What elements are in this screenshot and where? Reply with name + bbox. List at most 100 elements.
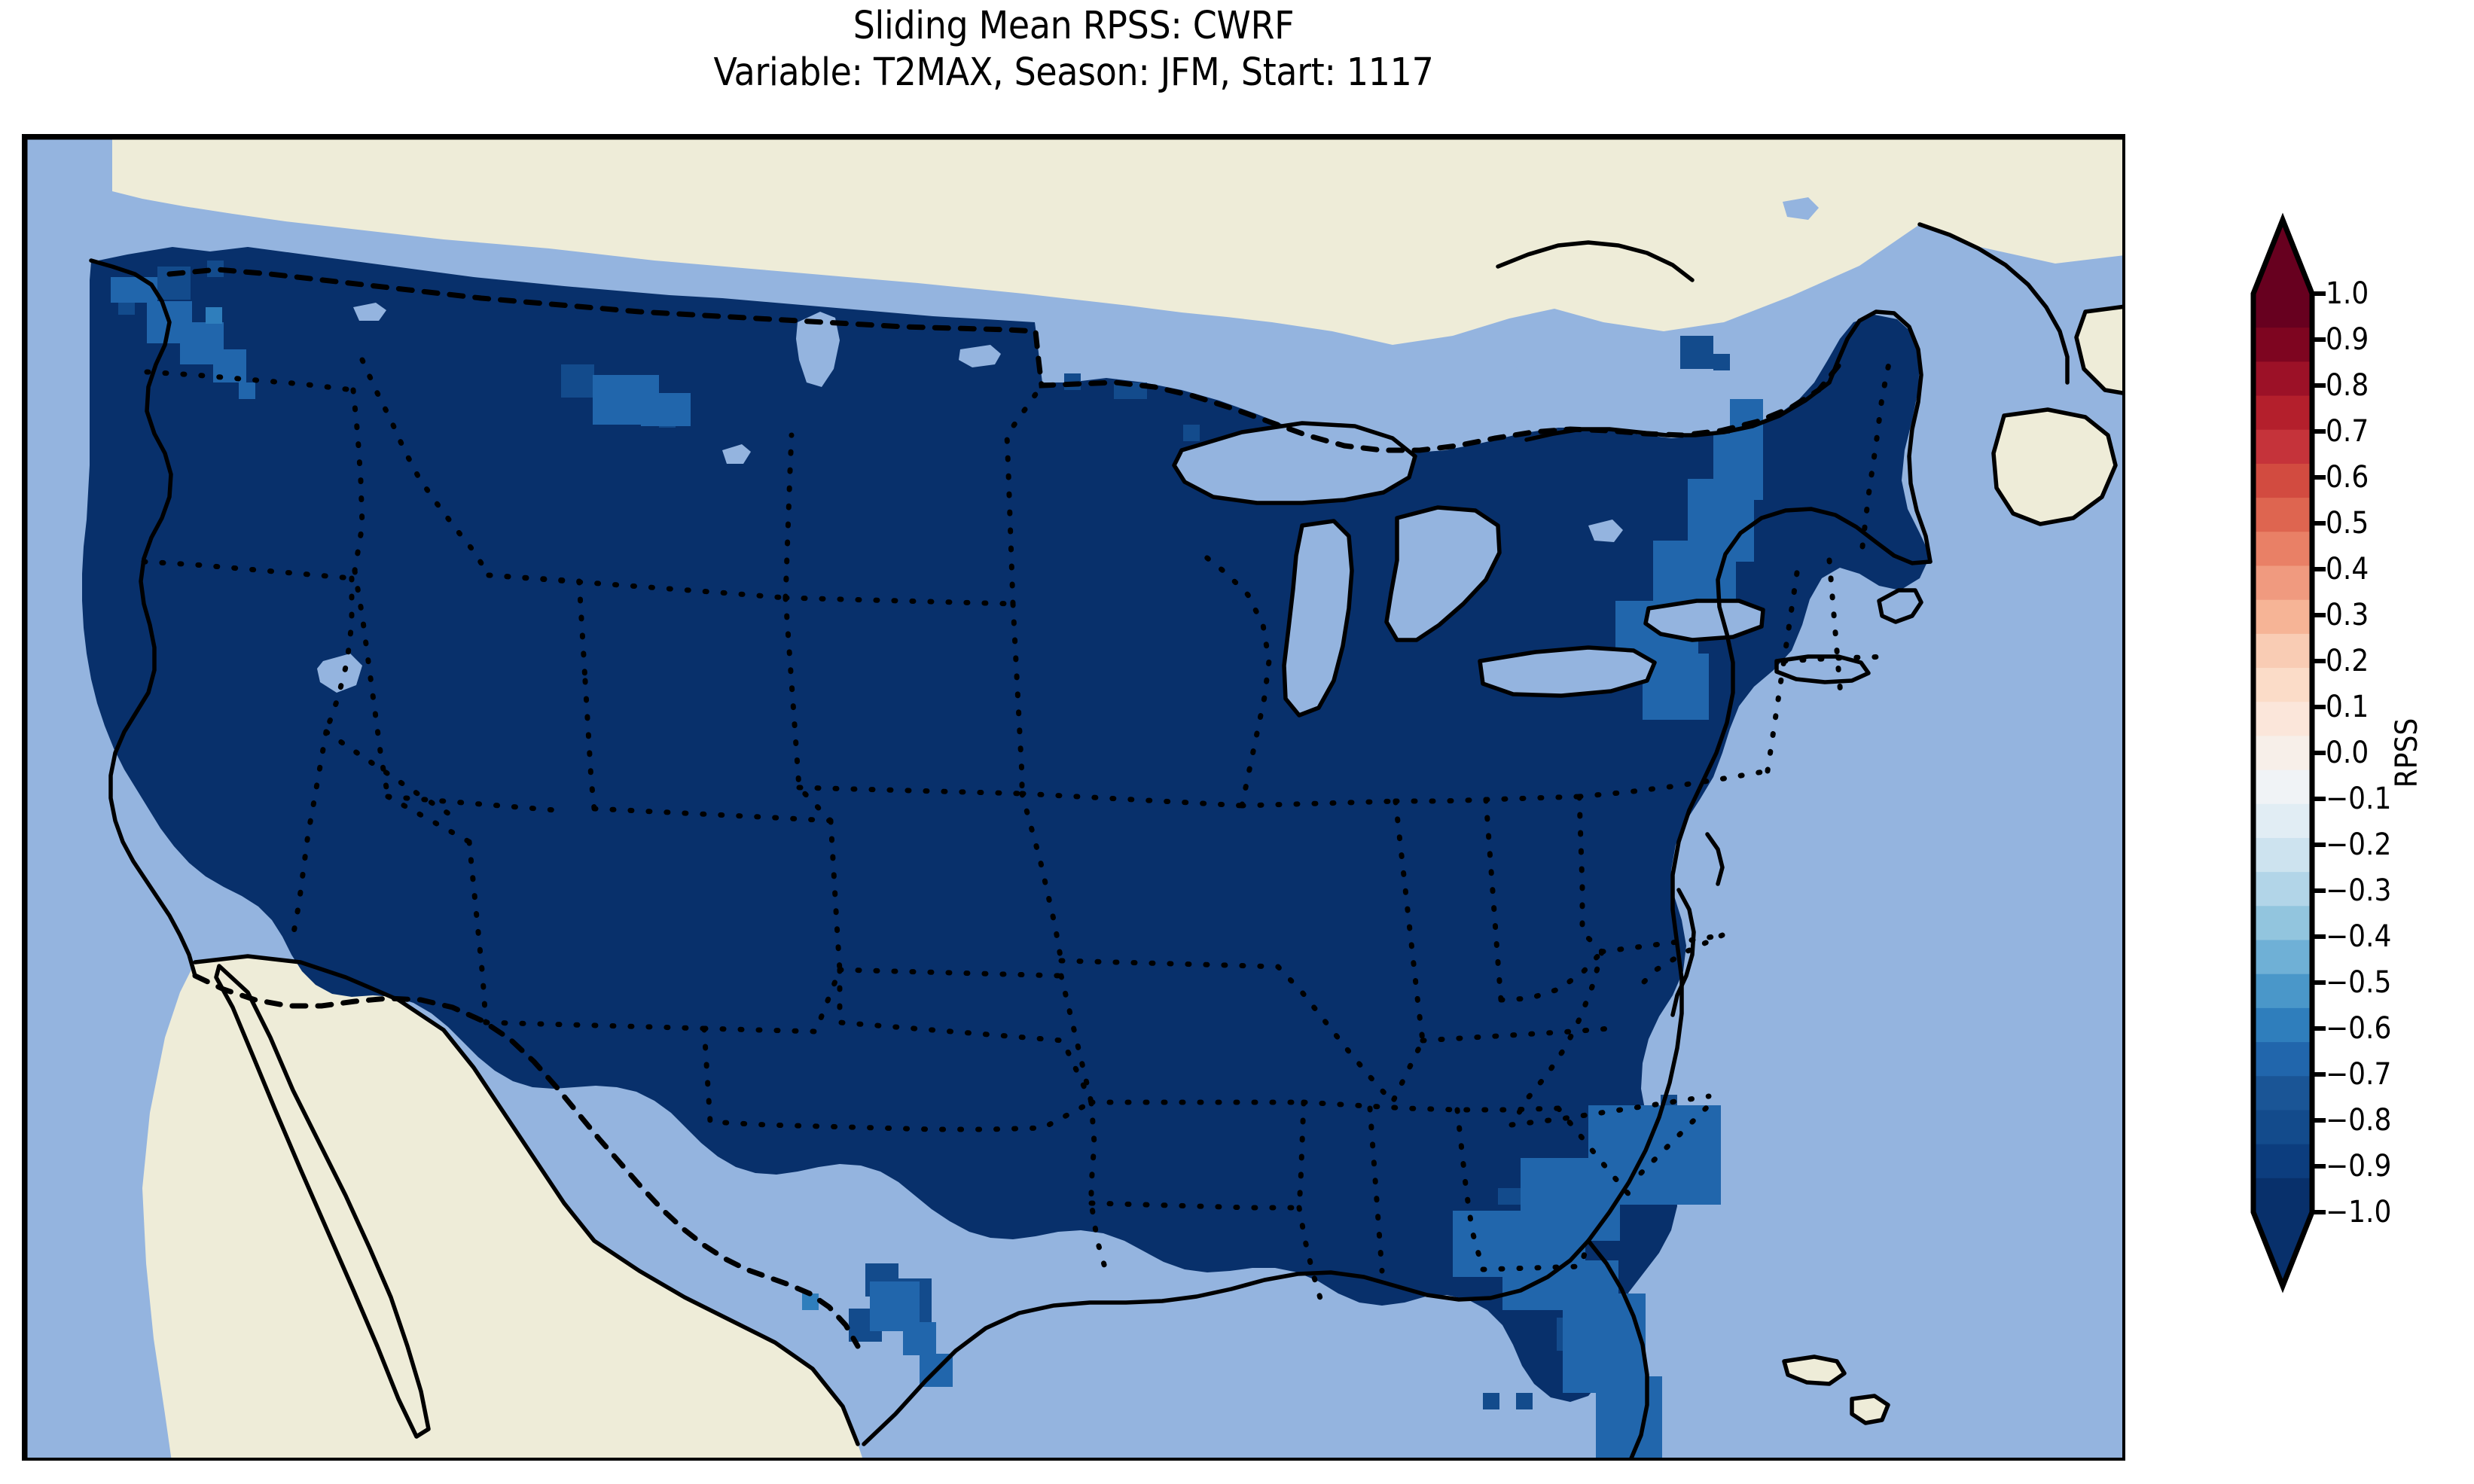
small-lake-b	[722, 444, 751, 464]
lake-michigan	[1284, 521, 1352, 715]
colorbar-tick-label: 0.7	[2326, 414, 2369, 449]
coastline-layer	[89, 222, 2122, 1458]
mexico-landmass	[142, 956, 862, 1458]
colorbar-tick-label: 0.1	[2326, 690, 2369, 724]
colorbar-tick-labels: 1.0 0.9 0.8 0.7 0.6 0.5 0.4 0.3 0.2 0.1 0.0 −0.1 −0.…	[2253, 218, 2474, 1287]
chesapeake-bay	[1670, 888, 1696, 1017]
nh-me-border	[1859, 357, 1893, 550]
mi-in-oh-border	[1393, 794, 1582, 804]
colorbar-swatch	[2253, 872, 2312, 907]
west-coast	[89, 258, 197, 978]
great-lakes-outline	[1172, 421, 1765, 718]
us-mexico-border	[192, 973, 861, 1349]
sd-mn-border	[1010, 601, 1025, 797]
ks-ok-border	[837, 967, 1094, 1105]
colorbar-tick-label: 0.5	[2326, 506, 2369, 541]
land-nodata-layer	[112, 137, 2122, 1458]
ks-mo-border	[1058, 973, 1094, 1105]
colorbar-tick-label: 0.9	[2326, 322, 2369, 357]
lake-erie	[1480, 648, 1655, 696]
colorbar-swatch	[2253, 1178, 2312, 1213]
oh-wv-border	[1498, 949, 1605, 1003]
ca-az-border	[290, 729, 329, 940]
great-salt-lake	[317, 654, 362, 693]
colorbar-swatch	[2253, 1007, 2312, 1043]
tx-la-border	[1088, 1099, 1109, 1275]
ia-mo-border	[1058, 958, 1281, 970]
oh-pa-border	[1576, 794, 1605, 955]
pa-ny-border	[1576, 768, 1771, 800]
colorbar-tick-label: 0.2	[2326, 644, 2369, 678]
title-line-2: Variable: T2MAX, Season: JFM, Start: 111…	[713, 50, 1434, 95]
newfoundland-outline	[2074, 304, 2122, 395]
great-lakes-layer	[317, 197, 1819, 715]
gulf-coast	[862, 1239, 1591, 1446]
ut-wy-border	[576, 578, 588, 684]
colorbar-swatch	[2253, 702, 2312, 737]
colorbar-tick-label: −0.2	[2326, 827, 2392, 862]
canada-east-coast	[1917, 222, 2070, 385]
nc-sc-border	[1638, 1102, 1712, 1176]
colorbar-swatch	[2253, 395, 2312, 431]
colorbar[interactable]	[2250, 212, 2326, 1294]
ne-ia-border	[1019, 791, 1064, 964]
colorbar-tick-label: −0.1	[2326, 782, 2392, 816]
colorbar-tick-label: −0.3	[2326, 873, 2392, 908]
small-lake-e	[1783, 197, 1819, 220]
nv-ut-border	[352, 568, 391, 800]
or-ca-border	[141, 559, 355, 581]
colorbar-swatch	[2253, 532, 2312, 567]
delaware-bay	[1705, 832, 1725, 886]
wy-co-border	[591, 806, 834, 824]
small-lake-c	[1513, 354, 1545, 375]
cape-cod	[1877, 588, 1923, 624]
ma-ct-ri-border	[1781, 654, 1893, 664]
international-borders	[166, 267, 1841, 1349]
colorbar-tick-label: −1.0	[2326, 1195, 2392, 1230]
colorbar-swatch	[2253, 837, 2312, 873]
colorbar-tick-label: 0.8	[2326, 368, 2369, 403]
colorbar-swatch	[2253, 803, 2312, 839]
wv-va-border	[1508, 949, 1605, 1128]
colorbar-swatch	[2253, 633, 2312, 669]
il-ia-mo-border	[1275, 964, 1426, 1108]
ga-sc-border	[1555, 1105, 1638, 1205]
colorbar-tick-label: 0.0	[2326, 736, 2369, 770]
map-axes[interactable]	[22, 134, 2125, 1461]
colorbar-extend-top	[2253, 220, 2312, 294]
ne-ks-border	[837, 967, 1064, 979]
canada-landmass	[112, 137, 2122, 345]
colorbar-swatch	[2253, 498, 2312, 533]
colorbar-tick-label: 0.4	[2326, 552, 2369, 587]
colorbar-tick-label: 0.6	[2326, 460, 2369, 495]
colorbar-swatch	[2253, 429, 2312, 465]
nd-sd-border	[782, 595, 1016, 607]
mt-wy-border	[486, 572, 789, 601]
ut-co-border	[582, 678, 597, 812]
colorbar-tick-label: −0.5	[2326, 965, 2392, 1000]
in-oh-border	[1483, 797, 1504, 1003]
lake-ontario	[1646, 601, 1763, 640]
small-lake-a	[353, 303, 386, 321]
or-id-border	[350, 387, 365, 574]
ok-tx-border	[701, 1025, 1094, 1132]
colorbar-extend-bottom	[2253, 1212, 2312, 1286]
us-canada-border	[166, 267, 1841, 453]
hudson-bay-south	[1496, 240, 1695, 282]
pa-md-border	[1599, 932, 1725, 955]
colorbar-axis-label: RPSS	[2390, 718, 2424, 788]
nova-scotia-outline	[1991, 407, 2118, 526]
colorbar-swatch	[2253, 736, 2312, 771]
colorbar-tick-label: −0.4	[2326, 919, 2392, 954]
la-ms-border	[1296, 1205, 1323, 1301]
nova-scotia	[1994, 410, 2116, 524]
colorbar-tick-label: −0.6	[2326, 1011, 2392, 1046]
bahamas-islands	[1784, 1357, 1844, 1384]
bahamas-outlines	[1782, 1354, 1890, 1425]
lake-huron	[1386, 507, 1499, 640]
florida-east-coast	[1586, 1239, 1649, 1458]
wi-il-border	[1239, 798, 1399, 809]
colorbar-swatch	[2253, 1110, 2312, 1145]
ia-mn-border	[1019, 791, 1245, 809]
